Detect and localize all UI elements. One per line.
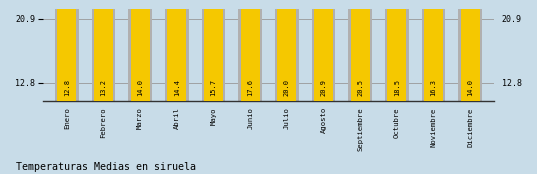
Text: 20.5: 20.5 [357, 79, 363, 96]
Bar [202, 0, 225, 101]
Bar [241, 0, 260, 101]
Text: 13.2: 13.2 [100, 79, 106, 96]
Bar [424, 0, 443, 101]
Text: 14.0: 14.0 [137, 79, 143, 96]
Text: 12.8: 12.8 [64, 79, 70, 96]
Text: 18.5: 18.5 [394, 79, 400, 96]
Text: 15.7: 15.7 [211, 79, 216, 96]
Text: 20.9: 20.9 [321, 79, 326, 96]
Bar [204, 0, 223, 101]
Text: Temperaturas Medias en siruela: Temperaturas Medias en siruela [16, 162, 196, 172]
Bar [314, 0, 333, 101]
Bar [238, 0, 262, 101]
Bar [312, 0, 335, 101]
Bar [92, 0, 115, 101]
Bar [349, 0, 372, 101]
Bar [55, 0, 78, 101]
Bar [422, 0, 445, 101]
Text: 14.0: 14.0 [467, 79, 473, 96]
Text: 17.6: 17.6 [247, 79, 253, 96]
Bar [277, 0, 296, 101]
Text: 16.3: 16.3 [431, 79, 437, 96]
Bar [165, 0, 188, 101]
Text: 20.0: 20.0 [284, 79, 290, 96]
Bar [459, 0, 482, 101]
Bar [128, 0, 152, 101]
Bar [385, 0, 409, 101]
Bar [461, 0, 480, 101]
Bar [94, 0, 113, 101]
Bar [57, 0, 76, 101]
Bar [130, 0, 150, 101]
Bar [168, 0, 186, 101]
Bar [351, 0, 369, 101]
Text: 14.4: 14.4 [174, 79, 180, 96]
Bar [387, 0, 407, 101]
Bar [275, 0, 299, 101]
